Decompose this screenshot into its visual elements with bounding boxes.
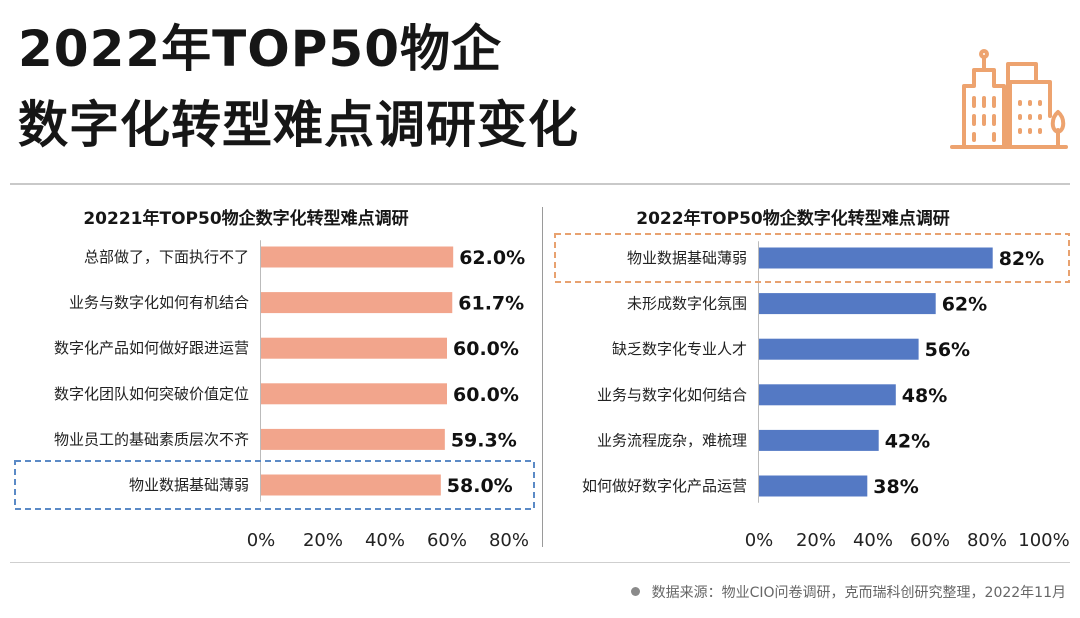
chart-title: 20221年TOP50物企数字化转型难点调研: [83, 208, 408, 229]
category-label: 数字化产品如何做好跟进运营: [54, 339, 249, 357]
x-tick-label: 40%: [853, 530, 893, 551]
category-label: 数字化团队如何突破价值定位: [54, 385, 249, 403]
x-tick-label: 60%: [910, 530, 950, 551]
highlight-box: [554, 233, 1070, 283]
value-label: 82%: [999, 248, 1044, 270]
category-label: 物业数据基础薄弱: [627, 249, 747, 267]
x-tick-label: 80%: [489, 530, 529, 551]
bar: [759, 429, 879, 451]
bar: [261, 292, 453, 314]
bar: [261, 383, 447, 405]
bullet-dot-icon: [630, 587, 640, 596]
x-tick-label: 20%: [796, 530, 836, 551]
source-note: 数据来源：物业CIO问卷调研，克而瑞科创研究整理，2022年11月: [630, 582, 1066, 602]
bar: [261, 337, 447, 359]
x-tick-label: 100%: [1018, 530, 1069, 551]
source-text: 数据来源：物业CIO问卷调研，克而瑞科创研究整理，2022年11月: [651, 585, 1066, 601]
footer-divider: [10, 562, 1070, 563]
value-label: 58.0%: [447, 475, 513, 497]
value-label: 56%: [925, 339, 970, 361]
bar: [261, 246, 454, 268]
value-label: 62.0%: [459, 247, 525, 269]
category-label: 业务流程庞杂，难梳理: [597, 431, 747, 449]
city-buildings-icon: [950, 49, 1068, 149]
x-tick-label: 40%: [365, 530, 405, 551]
x-tick-label: 0%: [745, 530, 774, 551]
category-label: 缺乏数字化专业人才: [612, 340, 747, 358]
bar: [261, 474, 441, 496]
bar: [759, 338, 919, 360]
value-label: 60.0%: [453, 338, 519, 360]
category-label: 未形成数字化氛围: [627, 295, 747, 313]
x-tick-label: 0%: [247, 530, 276, 551]
category-label: 物业数据基础薄弱: [129, 476, 249, 494]
bar: [759, 475, 868, 497]
category-label: 总部做了，下面执行不了: [84, 248, 249, 266]
x-tick-label: 80%: [967, 530, 1007, 551]
bar: [759, 384, 896, 406]
category-label: 业务与数字化如何有机结合: [69, 294, 249, 312]
bar: [261, 428, 445, 450]
page-title-line-1: 2022年TOP50物企: [18, 20, 502, 78]
category-label: 业务与数字化如何结合: [597, 386, 747, 404]
value-label: 38%: [873, 476, 918, 498]
category-label: 物业员工的基础素质层次不齐: [54, 430, 249, 448]
x-tick-label: 60%: [427, 530, 467, 551]
header-divider: [10, 183, 1070, 185]
value-label: 62%: [942, 294, 987, 316]
bar: [759, 247, 993, 269]
category-label: 如何做好数字化产品运营: [582, 477, 747, 495]
bar: [759, 293, 936, 315]
x-tick-label: 20%: [303, 530, 343, 551]
value-label: 59.3%: [451, 429, 517, 451]
highlight-box: [14, 460, 535, 510]
chart-divider: [542, 207, 543, 547]
value-label: 42%: [885, 430, 930, 452]
value-label: 60.0%: [453, 384, 519, 406]
page-title-line-2: 数字化转型难点调研变化: [18, 96, 579, 154]
chart-title: 2022年TOP50物企数字化转型难点调研: [636, 208, 949, 229]
value-label: 48%: [902, 385, 947, 407]
value-label: 61.7%: [458, 293, 524, 315]
